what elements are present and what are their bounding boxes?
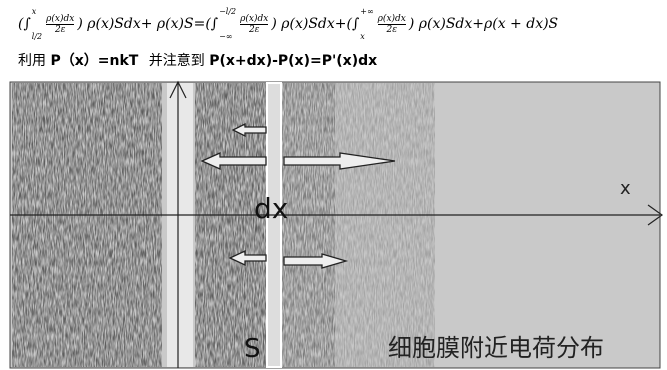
figure: x dx S 细胞膜附近电荷分布 (0, 0, 667, 370)
surface-label: S (244, 334, 261, 364)
axis-label: x (620, 178, 631, 199)
strip-label: dx (254, 192, 288, 225)
page: (∫xl/2ρ(x)dx2ε) ρ(x)Sdx+ ρ(x)S=(∫−l/2−∞ρ… (0, 0, 667, 370)
dx-strip (267, 83, 281, 367)
charge-density (12, 83, 435, 367)
membrane-gap (167, 83, 193, 367)
caption: 细胞膜附近电荷分布 (388, 334, 604, 362)
